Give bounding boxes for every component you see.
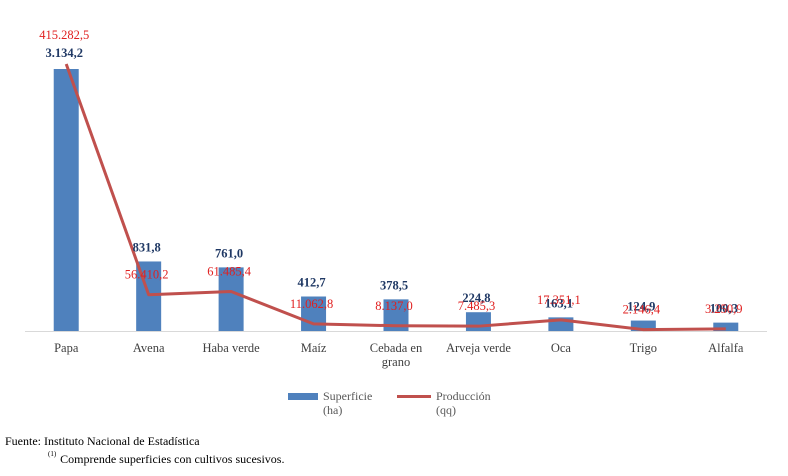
labels-layer: 3.134,2 831,8 761,0 412,7 378,5 224,8 163,1 124… — [39, 28, 742, 317]
line-value-label: 56.410,2 — [125, 268, 169, 282]
line-layer — [64, 63, 726, 332]
bar-value-label: 100,3 — [710, 302, 738, 316]
category-label: Alfalfa — [708, 341, 744, 355]
bar-value-label: 831,8 — [133, 240, 161, 254]
bar-value-label: 761,0 — [215, 246, 243, 260]
category-label: Avena — [133, 341, 165, 355]
category-label: Maíz — [301, 341, 327, 355]
category-label: Oca — [551, 341, 572, 355]
category-label: Haba verde — [202, 341, 260, 355]
bar-1 — [53, 69, 79, 331]
bar-value-label: 163,1 — [545, 296, 573, 310]
bar-value-label: 224,8 — [462, 291, 490, 305]
bar-value-label: 124,9 — [627, 300, 655, 314]
bar-3 — [218, 267, 244, 331]
bar-value-label: 3.134,2 — [45, 46, 83, 60]
line-value-label: 415.282,5 — [39, 28, 89, 42]
bar-9 — [713, 322, 739, 331]
legend-label-produccion: Producción — [436, 389, 491, 403]
line-value-label: 2.146,4 — [623, 303, 661, 317]
line-value-label: 7.485,3 — [458, 299, 496, 313]
bar-value-label: 412,7 — [297, 276, 325, 290]
legend-label-superficie: Superficie — [323, 389, 372, 403]
footnote-text: Comprende superficies con cultivos suces… — [60, 452, 285, 466]
line-value-label: 11.062,8 — [290, 297, 333, 311]
legend-label-superficie: (ha) — [323, 403, 342, 417]
footnote: (1) Comprende superficies con cultivos su… — [48, 450, 285, 467]
bar-8 — [630, 320, 656, 331]
footnote-marker: (1) — [48, 450, 57, 458]
line-value-label: 17.351,1 — [537, 293, 581, 307]
category-label: grano — [382, 355, 410, 369]
legend: Superficie(ha) Producción(qq) — [288, 389, 491, 417]
line-value-label: 61.485,4 — [207, 264, 252, 278]
bar-value-label: 378,5 — [380, 278, 408, 292]
legend-label-produccion: (qq) — [436, 403, 456, 417]
category-label: Cebada en — [370, 341, 423, 355]
line-value-label: 8.137,0 — [375, 299, 413, 313]
legend-swatch-superficie — [288, 393, 318, 400]
source-note: Fuente: Instituto Nacional de Estadístic… — [5, 434, 200, 448]
category-label: Papa — [54, 341, 79, 355]
line-value-label: 3.250,9 — [705, 302, 743, 316]
category-label: Trigo — [630, 341, 657, 355]
bar-6 — [465, 312, 491, 331]
category-label: Arveja verde — [446, 341, 511, 355]
